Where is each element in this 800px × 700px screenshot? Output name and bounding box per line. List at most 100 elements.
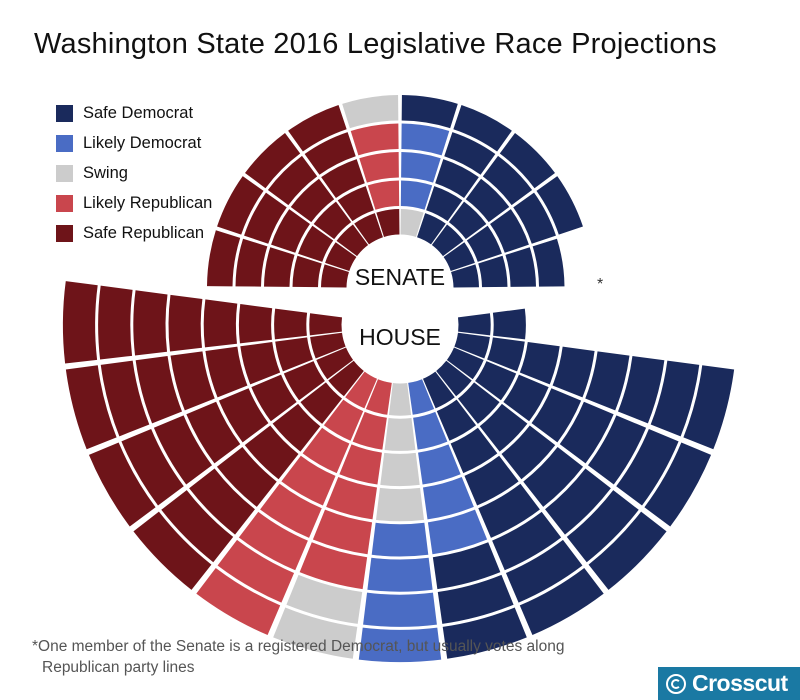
house-seat-likely-rep <box>312 509 373 555</box>
house-seat-likely-rep <box>302 427 350 474</box>
house-seat-safe-rep <box>316 347 354 380</box>
house-seat-safe-dem <box>479 403 528 452</box>
legend: Safe Democrat Likely Democrat Swing Like… <box>56 98 212 248</box>
legend-item-likely-republican: Likely Republican <box>56 188 212 218</box>
senate-seat-safe-rep <box>245 133 301 189</box>
house-seat-safe-dem <box>492 511 562 571</box>
house-seat-safe-rep <box>238 304 273 344</box>
legend-item-swing: Swing <box>56 158 212 188</box>
legend-swatch <box>56 164 73 182</box>
house-seat-likely-rep <box>352 411 387 450</box>
senate-seat-safe-dem <box>448 201 487 240</box>
house-seat-safe-rep <box>218 388 269 443</box>
legend-swatch <box>56 134 73 152</box>
house-seat-safe-rep <box>161 490 234 563</box>
house-seat-likely-rep <box>323 399 364 441</box>
senate-seat-safe-rep <box>321 264 349 288</box>
house-seat-safe-rep <box>240 342 281 385</box>
senate-seat-safe-dem <box>478 255 508 288</box>
house-seat-safe-dem <box>454 332 490 359</box>
house-seat-likely-rep <box>238 511 308 571</box>
house-seat-likely-dem <box>367 557 433 592</box>
house-seat-safe-dem <box>545 468 611 535</box>
house-seat-safe-rep <box>251 374 297 422</box>
senate-seat-safe-rep <box>207 230 241 287</box>
senate-seat-safe-rep <box>235 238 268 287</box>
house-seat-safe-dem <box>487 337 525 372</box>
legend-swatch <box>56 104 73 122</box>
house-seat-swing <box>380 452 420 487</box>
senate-seat-safe-dem <box>536 176 583 235</box>
house-seat-likely-dem <box>427 509 488 555</box>
senate-seat-safe-dem <box>435 159 479 198</box>
senate-seat-safe-rep <box>244 192 287 244</box>
house-seat-safe-dem <box>531 388 582 443</box>
house-seat-safe-rep <box>88 442 156 527</box>
house-seat-safe-rep <box>153 415 213 485</box>
senate-seat-safe-dem <box>466 225 502 262</box>
legend-label: Swing <box>83 163 128 182</box>
house-seat-safe-dem <box>585 351 630 411</box>
house-seats <box>62 281 735 663</box>
house-seat-likely-dem <box>358 627 442 663</box>
senate-seat-safe-rep <box>288 105 347 152</box>
house-seat-swing <box>273 607 358 659</box>
legend-label: Likely Democrat <box>83 133 202 152</box>
senate-seat-safe-dem <box>505 247 536 287</box>
house-seat-safe-dem <box>464 455 519 506</box>
house-seat-safe-dem <box>422 371 455 409</box>
house-seat-safe-dem <box>457 382 500 424</box>
house-seat-likely-rep <box>326 477 378 520</box>
house-seat-safe-dem <box>552 346 595 398</box>
house-seat-likely-dem <box>418 444 461 485</box>
house-seat-likely-dem <box>413 411 448 450</box>
senate-seat-safe-rep <box>304 132 356 175</box>
house-seat-safe-dem <box>458 313 491 336</box>
house-seat-safe-dem <box>442 607 527 659</box>
house-seat-safe-dem <box>437 574 514 624</box>
senate-seat-swing <box>342 95 399 129</box>
house-seat-safe-dem <box>683 365 735 450</box>
house-seat-safe-dem <box>650 360 700 437</box>
senate-seat-likely-dem <box>401 152 441 183</box>
senate-seat-likely-rep <box>367 180 400 210</box>
senate-seat-safe-dem <box>482 155 533 206</box>
house-seat-safe-dem <box>616 428 679 506</box>
senate-seat-safe-rep <box>325 242 357 271</box>
senate-seat-safe-dem <box>451 264 479 288</box>
house-seat-safe-rep <box>168 294 203 352</box>
house-seat-safe-dem <box>503 374 549 422</box>
house-seat-likely-rep <box>339 444 382 485</box>
senate-seat-safe-rep <box>264 247 295 287</box>
house-seat-safe-rep <box>100 360 150 437</box>
house-seat-safe-dem <box>519 342 560 385</box>
house-seat-likely-dem <box>371 522 429 557</box>
house-seat-safe-dem <box>588 511 667 590</box>
house-seat-safe-rep <box>135 355 183 424</box>
house-seat-safe-rep <box>244 425 299 480</box>
senate-seat-safe-dem <box>513 192 556 244</box>
senate-seat-safe-dem <box>499 133 555 189</box>
house-seat-likely-rep <box>345 371 378 409</box>
senate-seat-safe-dem <box>417 213 446 245</box>
house-seat-safe-dem <box>446 347 484 380</box>
house-seat-likely-dem <box>408 379 435 415</box>
house-seat-safe-rep <box>62 281 98 364</box>
house-seat-swing <box>388 383 412 416</box>
senate-seat-safe-rep <box>298 225 334 262</box>
senate-seat-safe-dem <box>532 238 565 287</box>
house-seat-safe-rep <box>65 365 117 450</box>
house-seat-likely-dem <box>363 592 437 627</box>
house-seat-swing <box>384 418 416 451</box>
senate-seat-safe-rep <box>336 224 369 257</box>
legend-item-likely-democrat: Likely Democrat <box>56 128 212 158</box>
house-seat-safe-rep <box>189 468 255 535</box>
senate-seat-safe-rep <box>267 155 318 206</box>
house-seat-safe-rep <box>283 361 325 401</box>
senate-seat-safe-dem <box>453 105 512 152</box>
senate-seat-safe-rep <box>313 201 352 240</box>
senate-seat-safe-dem <box>426 186 463 222</box>
house-seat-safe-dem <box>432 542 501 590</box>
house-seat-safe-rep <box>186 401 241 464</box>
